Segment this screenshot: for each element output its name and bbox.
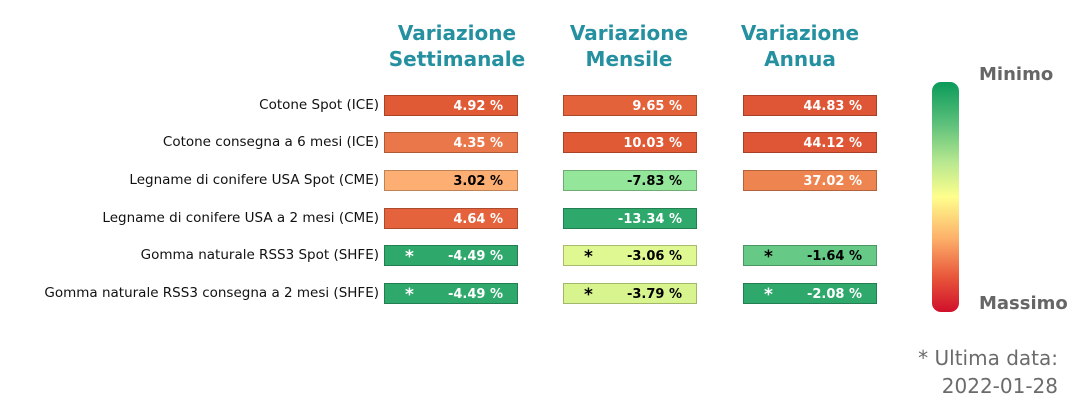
heatmap-cell: -13.34 %: [563, 208, 697, 229]
cell-value: 10.03 %: [623, 136, 682, 151]
row-label: Cotone Spot (ICE): [259, 97, 379, 113]
cell-value: -13.34 %: [617, 212, 682, 227]
heatmap-cell: * -3.79 %: [563, 283, 697, 305]
heatmap-cell: 4.64 %: [384, 208, 518, 229]
row-label: Legname di conifere USA a 2 mesi (CME): [102, 210, 379, 226]
last-data-star: *: [405, 285, 414, 305]
cell-value: -1.64 %: [806, 249, 862, 264]
cell-value: -4.49 %: [447, 249, 503, 264]
heatmap-cell: * -1.64 %: [743, 245, 877, 267]
colorbar: [932, 82, 959, 312]
footnote-date: 2022-01-28: [941, 374, 1058, 398]
heatmap-cell: * -2.08 %: [743, 283, 877, 305]
last-data-star: *: [584, 285, 593, 305]
cell-value: 4.35 %: [453, 136, 503, 151]
column-header-line: Variazione: [740, 21, 860, 45]
column-header: Variazione Mensile: [539, 20, 719, 72]
column-header: Variazione Settimanale: [367, 20, 547, 72]
column-header-line: Variazione: [397, 21, 517, 45]
row-label: Cotone consegna a 6 mesi (ICE): [162, 134, 379, 150]
footnote: * Ultima data: 2022-01-28: [918, 344, 1058, 400]
last-data-star: *: [405, 247, 414, 267]
heatmap-cell: 4.92 %: [384, 95, 518, 116]
column-header-line: Annua: [764, 47, 836, 71]
colorbar-label-min: Minimo: [979, 64, 1054, 85]
cell-value: 4.92 %: [453, 99, 503, 114]
heatmap-cell: 37.02 %: [743, 170, 877, 191]
heatmap-cell: -7.83 %: [563, 170, 697, 191]
last-data-star: *: [584, 247, 593, 267]
cell-value: 44.12 %: [803, 136, 862, 151]
heatmap-cell: * -3.06 %: [563, 245, 697, 267]
heatmap-cell: 4.35 %: [384, 132, 518, 153]
heatmap-cell: 10.03 %: [563, 132, 697, 153]
cell-value: 44.83 %: [803, 99, 862, 114]
last-data-star: *: [764, 285, 773, 305]
heatmap-cell: * -4.49 %: [384, 283, 518, 305]
colorbar-label-max: Massimo: [979, 293, 1068, 314]
row-label: Gomma naturale RSS3 consegna a 2 mesi (S…: [44, 285, 379, 301]
row-label: Gomma naturale RSS3 Spot (SHFE): [140, 247, 379, 263]
cell-value: -7.83 %: [626, 174, 682, 189]
cell-value: 3.02 %: [453, 174, 503, 189]
cell-value: -3.79 %: [626, 287, 682, 302]
column-header-line: Mensile: [585, 47, 673, 71]
column-header: Variazione Annua: [710, 20, 890, 72]
cell-value: -2.08 %: [806, 287, 862, 302]
heatmap-cell: 44.83 %: [743, 95, 877, 116]
cell-value: -4.49 %: [447, 287, 503, 302]
heatmap-cell: 44.12 %: [743, 132, 877, 153]
last-data-star: *: [764, 247, 773, 267]
cell-value: 9.65 %: [632, 99, 682, 114]
footnote-line1: * Ultima data:: [918, 346, 1058, 370]
column-header-line: Variazione: [569, 21, 689, 45]
cell-value: -3.06 %: [626, 249, 682, 264]
column-header-line: Settimanale: [388, 47, 526, 71]
heatmap-cell: * -4.49 %: [384, 245, 518, 267]
heatmap-cell: 3.02 %: [384, 170, 518, 191]
heatmap-cell: 9.65 %: [563, 95, 697, 116]
cell-value: 37.02 %: [803, 174, 862, 189]
row-label: Legname di conifere USA Spot (CME): [129, 172, 379, 188]
cell-value: 4.64 %: [453, 212, 503, 227]
